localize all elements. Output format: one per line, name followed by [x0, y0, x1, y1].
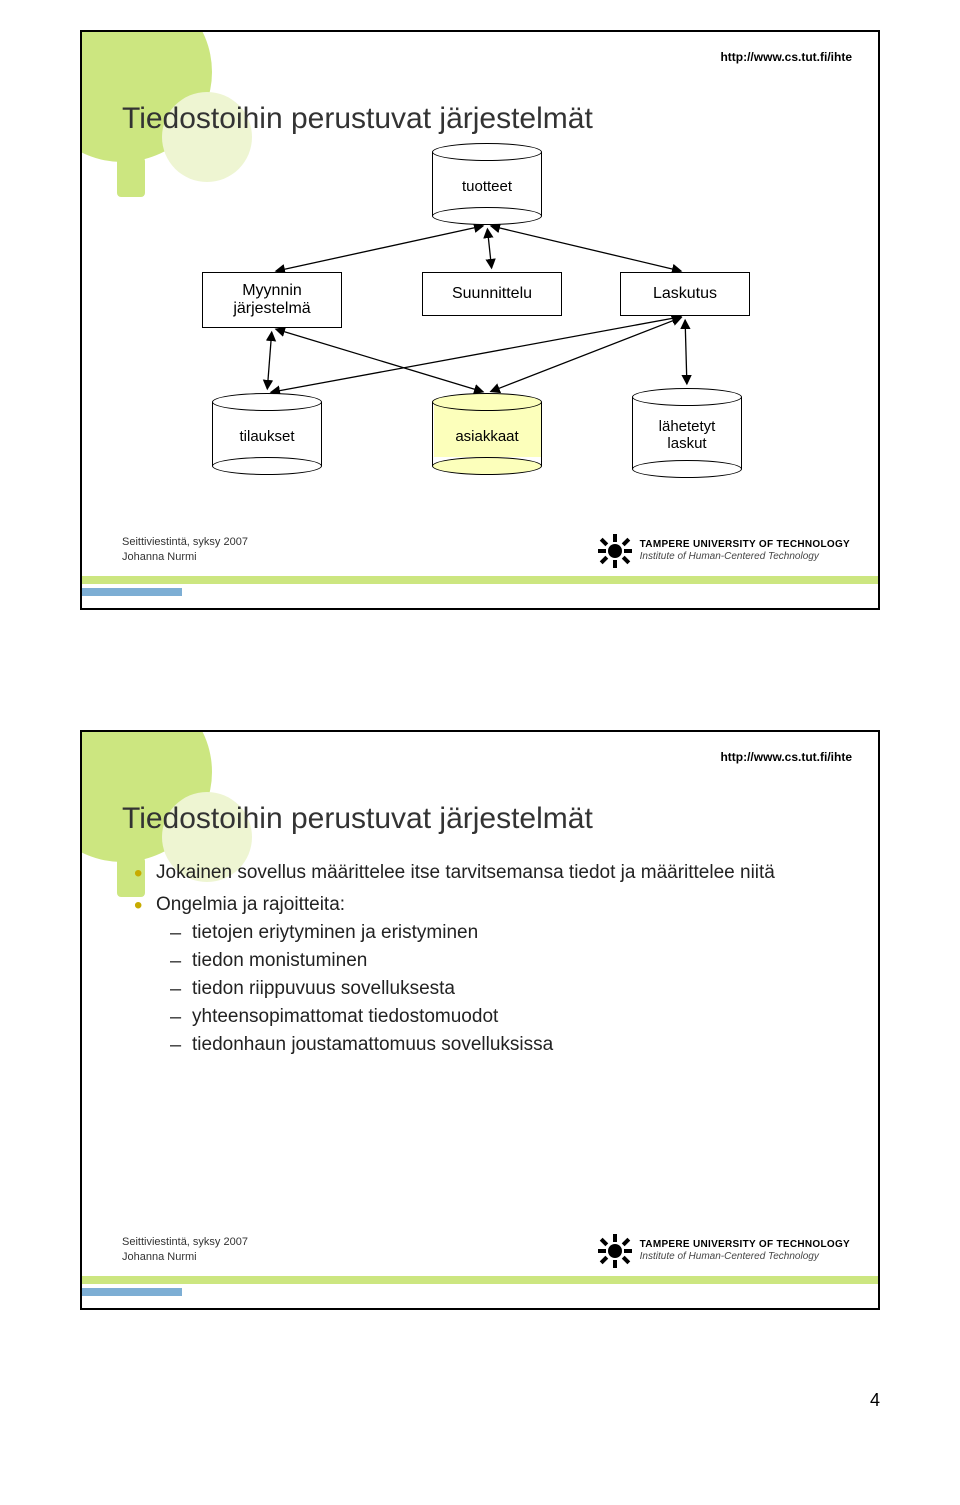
node-suunnittelu: Suunnittelu — [422, 272, 562, 316]
bullet-item: Ongelmia ja rajoitteita:tietojen eriytym… — [132, 894, 828, 1056]
footer-course: Seittiviestintä, syksy 2007 — [122, 536, 248, 548]
tut-gear-icon — [598, 534, 632, 568]
node-tuotteet: tuotteet — [432, 152, 542, 216]
slide-2: http://www.cs.tut.fi/ihte Tiedostoihin p… — [80, 730, 880, 1310]
node-asiakkaat: asiakkaat — [432, 402, 542, 466]
uni-name: TAMPERE UNIVERSITY OF TECHNOLOGY — [640, 1239, 850, 1251]
sub-bullet-item: tiedon monistuminen — [170, 950, 828, 972]
node-tilaukset: tilaukset — [212, 402, 322, 466]
file-systems-diagram: tuotteet Myynninjärjestelmä Suunnittelu Las… — [142, 152, 822, 502]
sub-bullet-item: tiedonhaun joustamattomuus sovelluksissa — [170, 1034, 828, 1056]
uni-institute: Institute of Human-Centered Technology — [640, 1251, 850, 1263]
sub-bullet-item: yhteensopimattomat tiedostomuodot — [170, 1006, 828, 1028]
slide-footer: Seittiviestintä, syksy 2007 Johanna Nurm… — [82, 1230, 878, 1308]
slide-url: http://www.cs.tut.fi/ihte — [720, 50, 852, 64]
slide-url: http://www.cs.tut.fi/ihte — [720, 750, 852, 764]
tut-gear-icon — [598, 1234, 632, 1268]
university-logo: TAMPERE UNIVERSITY OF TECHNOLOGY Institu… — [598, 1234, 850, 1268]
slide-footer: Seittiviestintä, syksy 2007 Johanna Nurm… — [82, 530, 878, 608]
uni-name: TAMPERE UNIVERSITY OF TECHNOLOGY — [640, 539, 850, 551]
uni-institute: Institute of Human-Centered Technology — [640, 551, 850, 563]
slide-title: Tiedostoihin perustuvat järjestelmät — [122, 802, 593, 836]
footer-course: Seittiviestintä, syksy 2007 — [122, 1236, 248, 1248]
footer-author: Johanna Nurmi — [122, 551, 197, 563]
node-myynnin: Myynninjärjestelmä — [202, 272, 342, 328]
footer-author: Johanna Nurmi — [122, 1251, 197, 1263]
bullet-item: Jokainen sovellus määrittelee itse tarvi… — [132, 862, 828, 884]
node-laskut: lähetetytlaskut — [632, 397, 742, 469]
page-number: 4 — [0, 1390, 960, 1411]
university-logo: TAMPERE UNIVERSITY OF TECHNOLOGY Institu… — [598, 534, 850, 568]
sub-bullet-item: tietojen eriytyminen ja eristyminen — [170, 922, 828, 944]
sub-bullet-item: tiedon riippuvuus sovelluksesta — [170, 978, 828, 1000]
slide-1: http://www.cs.tut.fi/ihte Tiedostoihin p… — [80, 30, 880, 610]
node-laskutus: Laskutus — [620, 272, 750, 316]
slide-body: Jokainen sovellus määrittelee itse tarvi… — [132, 862, 828, 1066]
slide-title: Tiedostoihin perustuvat järjestelmät — [122, 102, 593, 136]
